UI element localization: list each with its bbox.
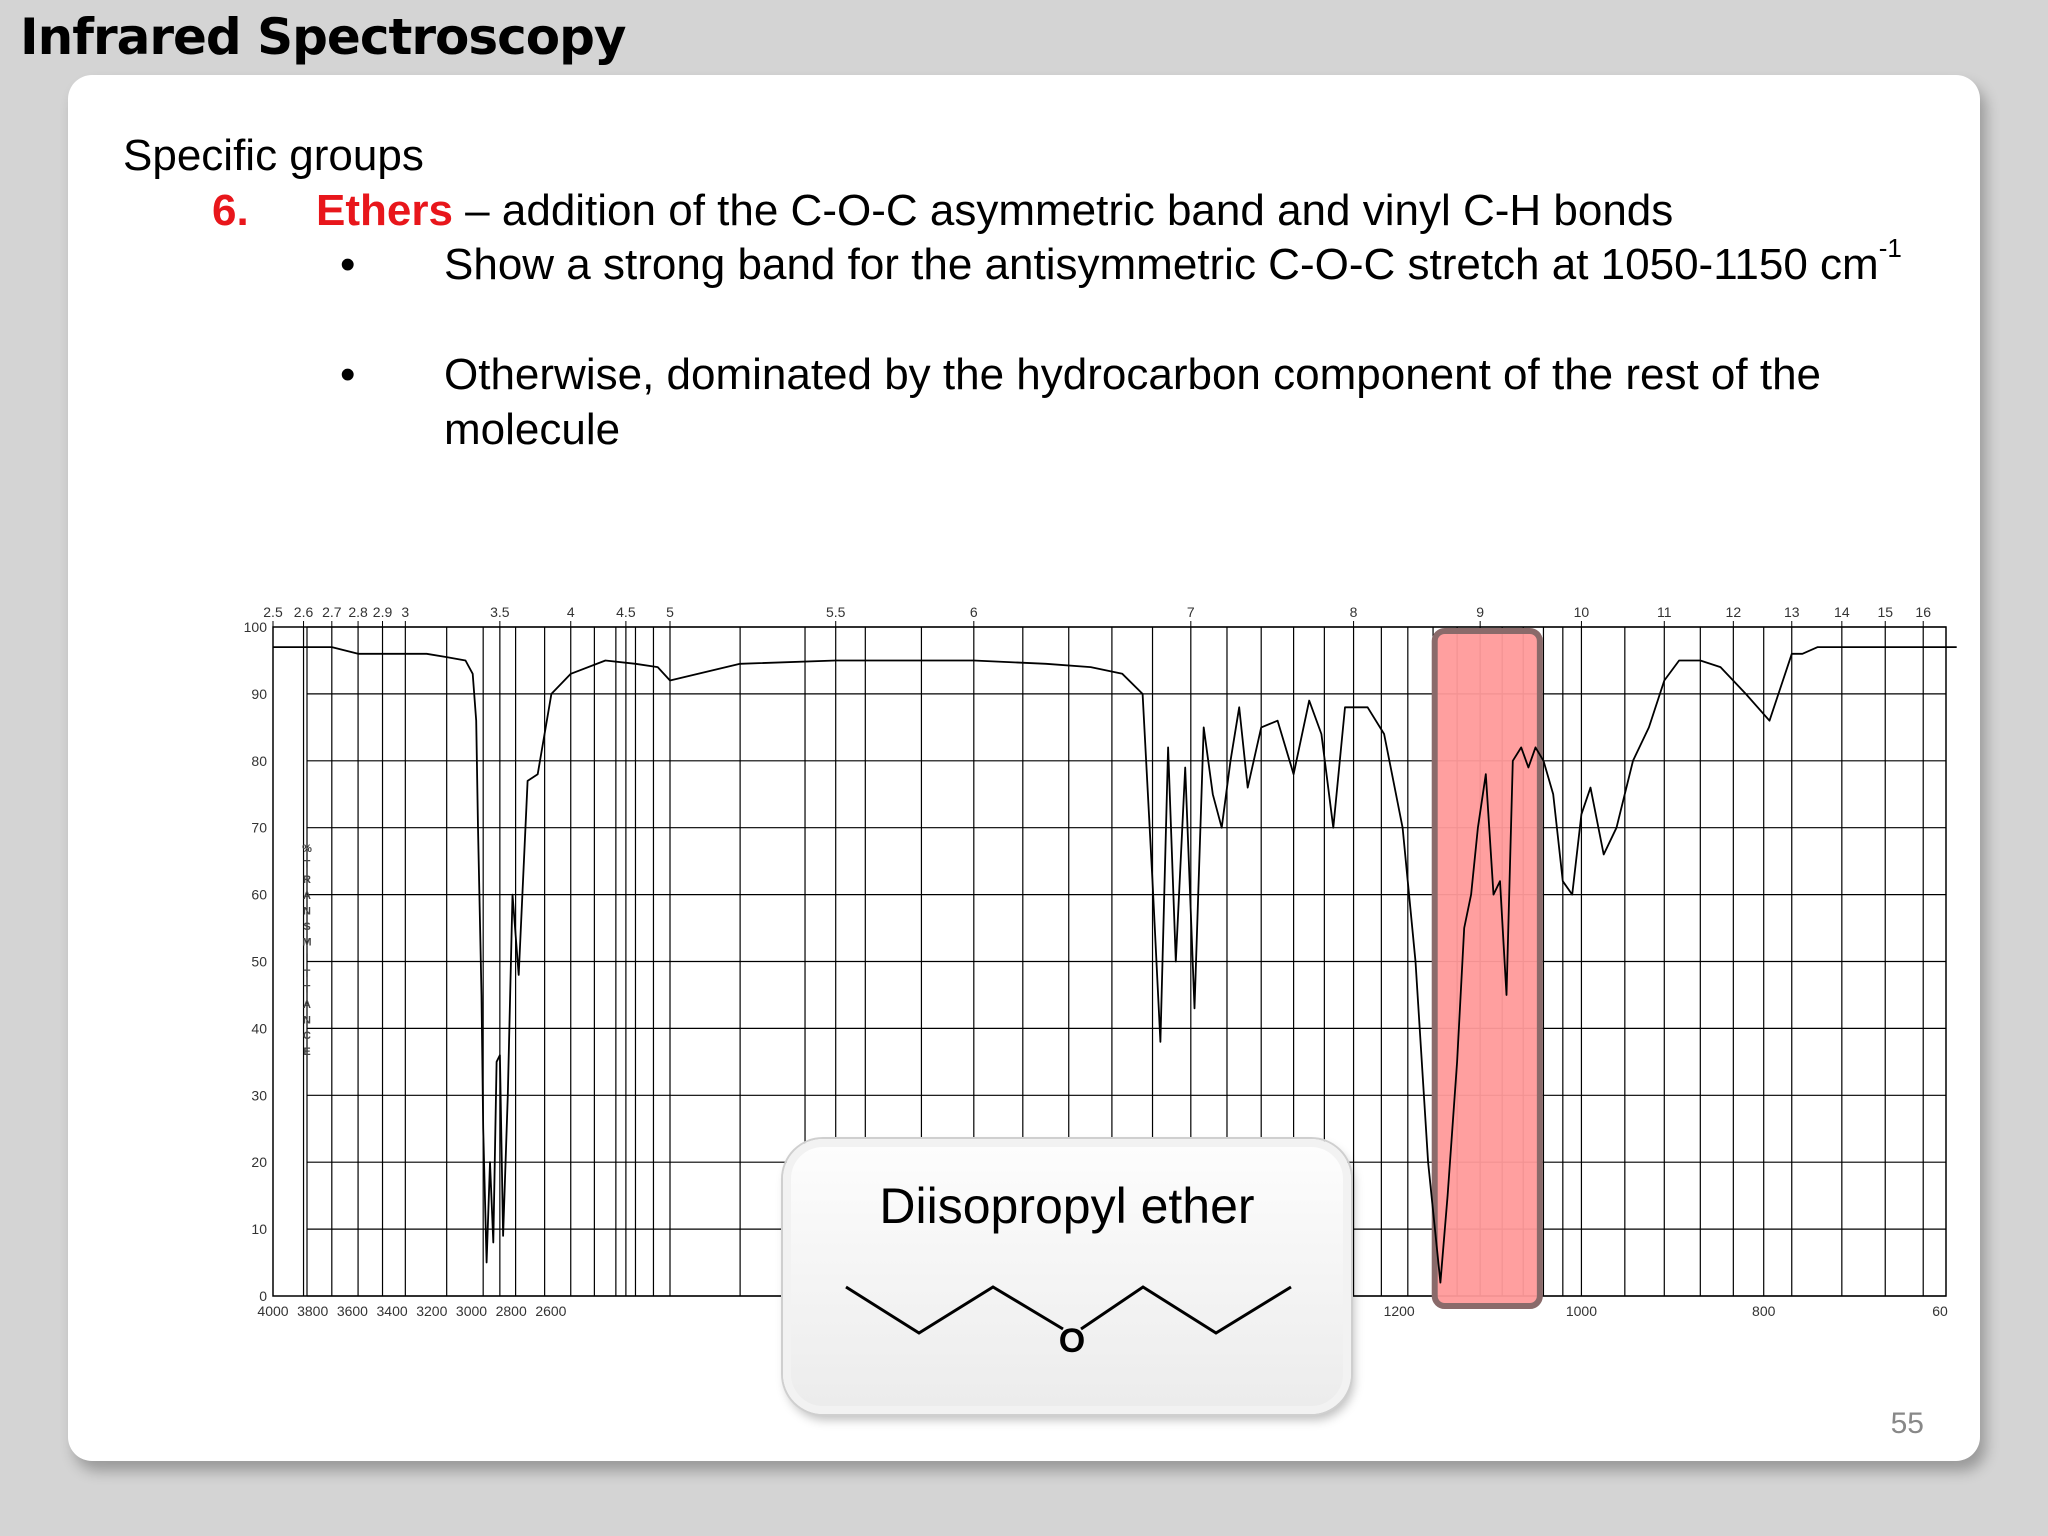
y-label-letter: A bbox=[303, 890, 311, 902]
y-label-letter: E bbox=[303, 1046, 310, 1058]
right-chain bbox=[1080, 1285, 1292, 1335]
y-label-letter: N bbox=[303, 905, 311, 917]
y-tick-label: 70 bbox=[251, 820, 267, 836]
bottom-tick-label: 4000 bbox=[257, 1303, 288, 1319]
y-label-letter: % bbox=[302, 843, 312, 855]
y-tick-label: 60 bbox=[251, 887, 267, 903]
top-tick-label: 3.5 bbox=[490, 604, 510, 620]
item-number: 6. bbox=[212, 186, 249, 235]
y-tick-label: 80 bbox=[251, 753, 267, 769]
top-tick-label: 2.9 bbox=[373, 604, 393, 620]
top-tick-label: 12 bbox=[1726, 604, 1742, 620]
bottom-tick-label: 800 bbox=[1752, 1303, 1776, 1319]
y-tick-label: 100 bbox=[244, 619, 268, 635]
bottom-tick-label: 2600 bbox=[535, 1303, 566, 1319]
top-tick-label: 2.8 bbox=[348, 604, 368, 620]
bullet-2-line-1: Otherwise, dominated by the hydrocarbon … bbox=[444, 350, 1822, 399]
y-label-letter: C bbox=[303, 1030, 311, 1042]
spectrum-curve bbox=[273, 646, 1957, 1284]
y-label-letter: I bbox=[305, 952, 308, 964]
y-label-letter: M bbox=[302, 937, 311, 949]
left-chain bbox=[845, 1285, 1064, 1335]
top-tick-label: 2.5 bbox=[263, 604, 283, 620]
top-tick-label: 10 bbox=[1574, 604, 1590, 620]
y-tick-label: 0 bbox=[259, 1288, 267, 1304]
bottom-tick-label: 2800 bbox=[496, 1303, 527, 1319]
top-tick-label: 14 bbox=[1834, 604, 1850, 620]
highlight-band-rect bbox=[1431, 628, 1543, 1309]
top-tick-label: 13 bbox=[1784, 604, 1800, 620]
top-tick-label: 3 bbox=[401, 604, 409, 620]
y-tick-label: 10 bbox=[251, 1221, 267, 1237]
top-tick-label: 2.7 bbox=[322, 604, 342, 620]
subtitle: Specific groups bbox=[123, 131, 424, 180]
top-tick-label: 8 bbox=[1350, 604, 1358, 620]
y-label-letter: T bbox=[304, 983, 311, 995]
bullet-1: Show a strong band for the antisymmetric… bbox=[444, 235, 1902, 290]
page-number: 55 bbox=[1890, 1407, 1924, 1440]
oxygen-atom-label: O bbox=[1059, 1322, 1085, 1360]
top-tick-label: 9 bbox=[1476, 604, 1484, 620]
y-label-letter: N bbox=[303, 1015, 311, 1027]
top-tick-label: 15 bbox=[1877, 604, 1893, 620]
molecule-callout: Diisopropyl ether O bbox=[783, 1139, 1351, 1414]
y-tick-label: 50 bbox=[251, 954, 267, 970]
top-tick-label: 2.6 bbox=[294, 604, 314, 620]
spectrum-line bbox=[273, 646, 1957, 1284]
bullet-2-symbol: • bbox=[340, 350, 356, 399]
bottom-tick-label: 60 bbox=[1932, 1303, 1948, 1319]
top-tick-label: 5.5 bbox=[826, 604, 846, 620]
top-tick-label: 16 bbox=[1915, 604, 1931, 620]
bottom-tick-label: 1200 bbox=[1384, 1303, 1415, 1319]
diisopropyl-ether-structure: O bbox=[845, 1285, 1292, 1360]
bottom-tick-label: 3800 bbox=[297, 1303, 328, 1319]
bottom-tick-label: 1000 bbox=[1566, 1303, 1597, 1319]
y-label-letter: A bbox=[303, 999, 311, 1011]
top-tick-label: 5 bbox=[666, 604, 674, 620]
bullet-2-line-2: molecule bbox=[444, 405, 621, 454]
bottom-tick-label: 3400 bbox=[377, 1303, 408, 1319]
y-label-letter: R bbox=[303, 874, 311, 886]
bullet-1-symbol: • bbox=[340, 240, 356, 289]
y-tick-label: 20 bbox=[251, 1154, 267, 1170]
y-tick-label: 30 bbox=[251, 1087, 267, 1103]
top-tick-label: 11 bbox=[1657, 604, 1672, 620]
top-tick-label: 4 bbox=[567, 604, 575, 620]
bottom-tick-label: 3000 bbox=[456, 1303, 487, 1319]
y-tick-label: 40 bbox=[251, 1020, 267, 1036]
top-tick-label: 4.5 bbox=[616, 604, 636, 620]
y-label-letter: T bbox=[304, 968, 311, 980]
top-tick-label: 6 bbox=[970, 604, 978, 620]
bullet-1-superscript: -1 bbox=[1878, 233, 1902, 263]
item-name: Ethers bbox=[316, 186, 453, 235]
y-label-letter: S bbox=[303, 921, 310, 933]
y-label-letter: T bbox=[304, 859, 311, 871]
item-heading: Ethers – addition of the C-O-C asymmetri… bbox=[316, 186, 1673, 236]
bottom-tick-label: 3200 bbox=[416, 1303, 447, 1319]
callout-title: Diisopropyl ether bbox=[879, 1178, 1255, 1234]
item-description: – addition of the C-O-C asymmetric band … bbox=[452, 186, 1674, 235]
bottom-tick-label: 3600 bbox=[337, 1303, 368, 1319]
y-tick-label: 90 bbox=[251, 686, 267, 702]
slide-title: Infrared Spectroscopy bbox=[20, 8, 627, 66]
bullet-1-text: Show a strong band for the antisymmetric… bbox=[444, 240, 1879, 289]
highlight-band bbox=[1431, 628, 1543, 1309]
top-tick-label: 7 bbox=[1187, 604, 1195, 620]
